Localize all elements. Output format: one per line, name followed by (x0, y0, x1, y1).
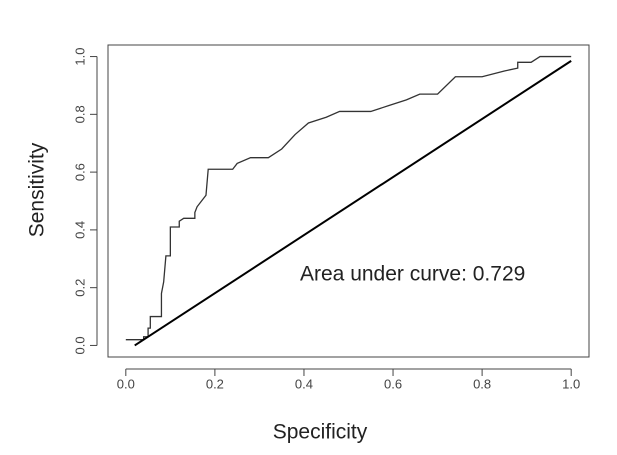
x-tick-label: 1.0 (562, 376, 580, 391)
series-line (134, 60, 572, 347)
x-axis-title: Specificity (273, 421, 368, 444)
series-line (125, 55, 572, 341)
x-tick-label: 0.4 (295, 376, 313, 391)
y-tick-label: 0.0 (72, 336, 87, 354)
annotation: Area under curve: 0.729 (300, 263, 525, 286)
y-axis-title: Sensitivity (26, 142, 49, 237)
y-tick-label: 1.0 (72, 48, 87, 66)
x-tick-label: 0.6 (384, 376, 402, 391)
y-tick-label: 0.2 (72, 279, 87, 297)
y-tick-label: 0.8 (72, 105, 87, 123)
plot-frame (107, 44, 590, 358)
y-tick-label: 0.6 (72, 163, 87, 181)
x-tick-label: 0.8 (473, 376, 491, 391)
x-tick-label: 0.0 (117, 376, 135, 391)
x-tick-label: 0.2 (206, 376, 224, 391)
y-tick-label: 0.4 (72, 221, 87, 239)
